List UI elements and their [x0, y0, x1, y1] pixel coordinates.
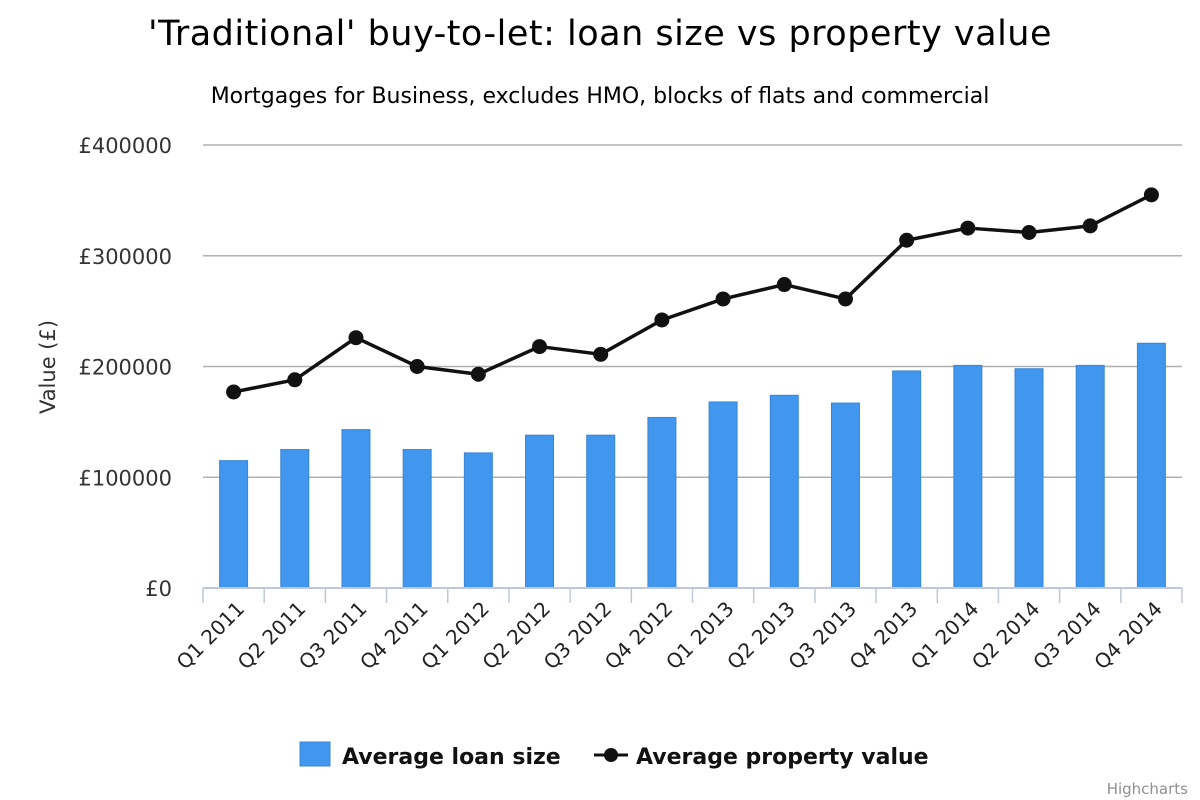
bar-loan-size[interactable]: [463, 452, 493, 589]
legend-label-property[interactable]: Average property value: [636, 745, 929, 770]
bar-loan-size[interactable]: [341, 429, 371, 589]
legend[interactable]: Average loan size Average property value: [299, 741, 929, 770]
point-property-value[interactable]: [532, 339, 548, 355]
legend-label-loan[interactable]: Average loan size: [342, 745, 561, 770]
y-tick-label: £0: [145, 577, 172, 601]
bar-series: [219, 342, 1166, 589]
y-axis-ticks: £0 £100000 £200000 £300000 £400000: [78, 134, 172, 601]
point-property-value[interactable]: [837, 291, 853, 307]
legend-swatch-loan: [299, 741, 331, 767]
point-property-value[interactable]: [960, 220, 976, 236]
y-tick-label: £300000: [78, 245, 172, 269]
chart-title: 'Traditional' buy-to-let: loan size vs p…: [147, 14, 1053, 54]
point-property-value[interactable]: [1143, 187, 1159, 203]
credits-link[interactable]: Highcharts: [1106, 780, 1188, 798]
bar-loan-size[interactable]: [586, 434, 616, 589]
bar-loan-size[interactable]: [647, 416, 677, 589]
line-property-value: [233, 193, 1153, 394]
point-property-value[interactable]: [470, 366, 486, 382]
bar-loan-size[interactable]: [708, 401, 738, 589]
bar-loan-size[interactable]: [892, 370, 922, 589]
chart-subtitle: Mortgages for Business, excludes HMO, bl…: [210, 84, 990, 109]
line-series: [226, 187, 1159, 400]
bar-loan-size[interactable]: [769, 394, 799, 589]
bar-loan-size[interactable]: [280, 449, 310, 589]
bar-loan-size[interactable]: [525, 434, 555, 589]
y-tick-label: £100000: [78, 466, 172, 490]
y-tick-label: £400000: [78, 134, 172, 158]
point-property-value[interactable]: [776, 277, 792, 293]
y-tick-label: £200000: [78, 356, 172, 380]
bar-loan-size[interactable]: [1136, 342, 1166, 589]
point-property-value[interactable]: [226, 384, 242, 400]
point-property-value[interactable]: [1021, 224, 1037, 240]
bar-loan-size[interactable]: [402, 449, 432, 589]
point-property-value[interactable]: [715, 291, 731, 307]
bar-loan-size[interactable]: [1075, 364, 1105, 589]
bar-loan-size[interactable]: [1014, 368, 1044, 589]
bar-loan-size[interactable]: [219, 460, 249, 589]
point-property-value[interactable]: [287, 372, 303, 388]
y-axis-label: Value (£): [36, 320, 60, 414]
x-tick-label: Q4 2014: [1089, 597, 1167, 675]
bar-loan-size[interactable]: [953, 364, 983, 589]
bar-loan-size[interactable]: [830, 402, 860, 589]
point-property-value[interactable]: [654, 312, 670, 328]
point-property-value[interactable]: [1082, 218, 1098, 234]
legend-marker-property: [604, 748, 618, 762]
point-property-value[interactable]: [593, 346, 609, 362]
point-property-value[interactable]: [409, 359, 425, 374]
point-property-value[interactable]: [899, 232, 915, 248]
point-property-value[interactable]: [348, 330, 364, 346]
